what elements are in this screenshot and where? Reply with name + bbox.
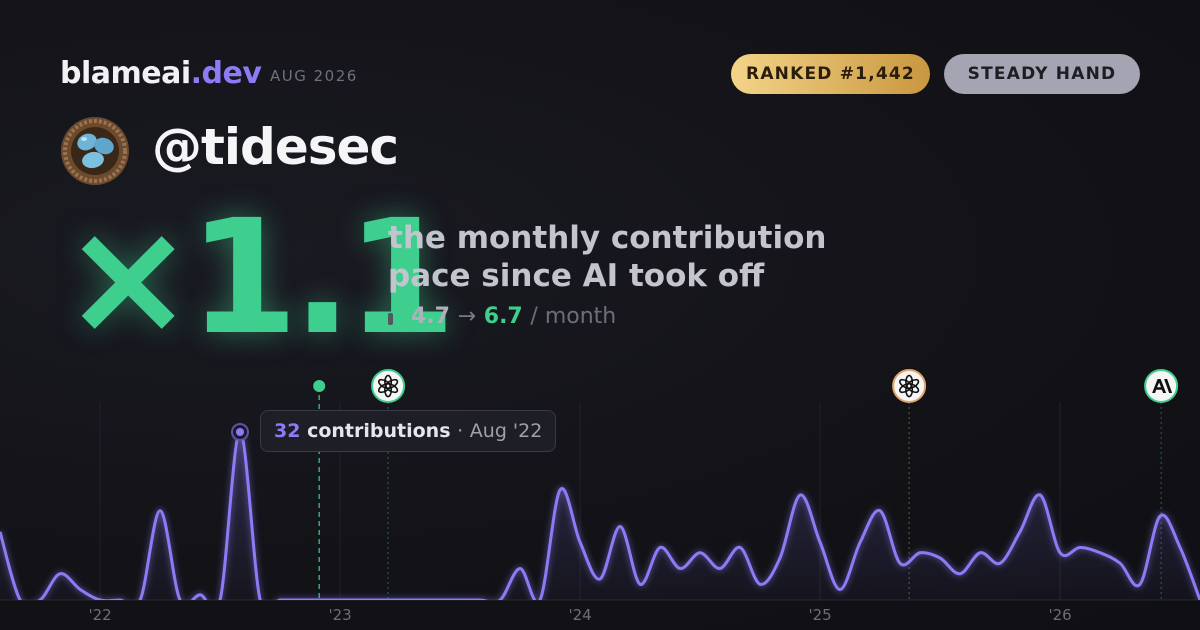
pace-after: 6.7 — [483, 304, 523, 329]
icon-petal — [377, 378, 392, 390]
pace: 4.7 → 6.7 / month — [388, 304, 616, 329]
event-icon — [892, 369, 927, 403]
pace-unit: / month — [530, 304, 617, 329]
x-tick-label: '24 — [568, 606, 591, 624]
plot — [0, 428, 1200, 600]
pace-arrow: → — [457, 304, 477, 329]
icon-ring — [371, 369, 406, 403]
description-line: pace since AI took off — [388, 258, 765, 294]
mini-bar — [388, 313, 393, 325]
x-tick-label: '22 — [88, 606, 111, 624]
brand-name: blameai — [60, 56, 191, 91]
area — [0, 432, 1200, 600]
icon-ring — [892, 369, 927, 403]
date: AUG 2026 — [270, 67, 358, 85]
line — [0, 430, 1200, 600]
event-icon — [1144, 369, 1179, 403]
style-badge: STEADY HAND — [944, 54, 1140, 94]
description-line: the monthly contribution — [388, 220, 827, 256]
brand: blameai.dev — [60, 56, 262, 91]
brand-tld: .dev — [190, 56, 262, 91]
tooltip-value: 32 — [274, 420, 301, 442]
rank-badge: RANKED #1,442 — [731, 54, 930, 94]
tooltip: 32 contributions · Aug '22 — [260, 410, 557, 452]
icon-petal — [899, 378, 913, 390]
tooltip-date: Aug '22 — [469, 420, 543, 442]
x-tick-label: '23 — [328, 606, 351, 624]
multiplier: ×1.1 — [62, 186, 456, 370]
highlight-dot — [236, 428, 244, 436]
avatar — [61, 117, 129, 185]
icon-glyph — [1152, 379, 1173, 393]
x-tick-label: '25 — [808, 606, 831, 624]
tooltip-label: contributions — [307, 420, 451, 442]
event-icon — [371, 369, 406, 403]
separator: · — [457, 420, 464, 442]
mini-bar — [396, 307, 401, 325]
pace-before: 4.7 — [411, 304, 450, 329]
x-tick-label: '26 — [1048, 606, 1071, 624]
handle: @tidesec — [152, 118, 399, 176]
event-dot — [313, 380, 326, 392]
